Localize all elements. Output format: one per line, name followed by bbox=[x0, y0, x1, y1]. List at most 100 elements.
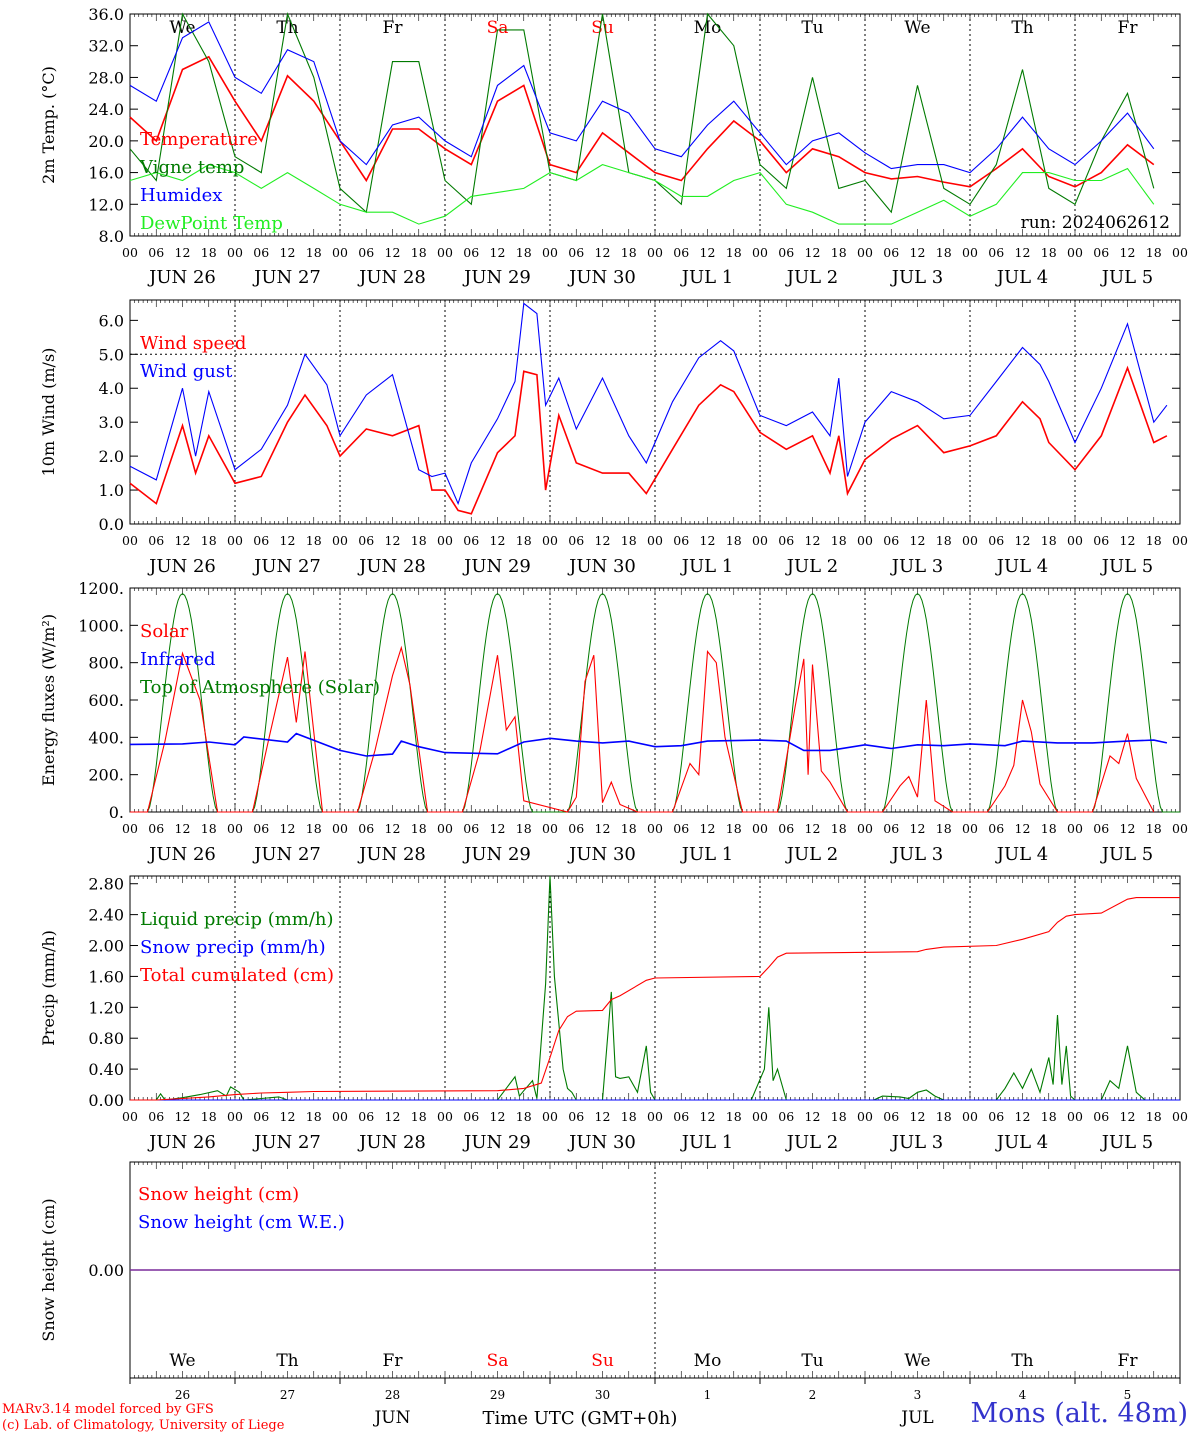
x-hour-label: 06 bbox=[1093, 821, 1109, 836]
x-hour-label: 18 bbox=[726, 1109, 742, 1124]
x-hour-label: 12 bbox=[490, 533, 506, 548]
y-axis-label: 2m Temp. (°C) bbox=[39, 66, 58, 184]
weekday-label: Th bbox=[1011, 18, 1033, 38]
x-hour-label: 18 bbox=[306, 533, 322, 548]
x-hour-label: 12 bbox=[490, 821, 506, 836]
x-hour-label: 06 bbox=[778, 1109, 794, 1124]
x-hour-label: 12 bbox=[175, 245, 191, 260]
x-hour-label: 00 bbox=[1172, 533, 1188, 548]
x-hour-label: 00 bbox=[647, 245, 663, 260]
x-hour-label: 18 bbox=[201, 821, 217, 836]
x-hour-label: 12 bbox=[175, 821, 191, 836]
y-tick-label: 400. bbox=[88, 728, 124, 747]
x-hour-label: 18 bbox=[936, 245, 952, 260]
x-hour-label: 12 bbox=[385, 533, 401, 548]
x-hour-label: 12 bbox=[385, 245, 401, 260]
x-hour-label: 18 bbox=[306, 1109, 322, 1124]
x-hour-label: 06 bbox=[148, 245, 164, 260]
x-hour-label: 06 bbox=[463, 1109, 479, 1124]
x-hour-label: 06 bbox=[253, 1109, 269, 1124]
x-hour-label: 06 bbox=[253, 533, 269, 548]
x-hour-label: 18 bbox=[201, 533, 217, 548]
x-hour-label: 06 bbox=[568, 1109, 584, 1124]
weekday-label: We bbox=[169, 18, 195, 38]
legend-entry: Temperature bbox=[140, 129, 258, 150]
day-number: 26 bbox=[175, 1388, 190, 1402]
x-hour-label: 06 bbox=[568, 821, 584, 836]
x-hour-label: 00 bbox=[1067, 245, 1083, 260]
x-hour-label: 06 bbox=[463, 533, 479, 548]
x-date-label: JUN 28 bbox=[357, 556, 426, 577]
x-date-label: JUL 5 bbox=[1100, 1132, 1154, 1153]
x-hour-label: 06 bbox=[778, 821, 794, 836]
x-hour-label: 00 bbox=[962, 245, 978, 260]
series-line bbox=[130, 875, 1180, 1101]
y-tick-label: 600. bbox=[88, 691, 124, 710]
x-hour-label: 18 bbox=[1041, 533, 1057, 548]
x-hour-label: 00 bbox=[227, 245, 243, 260]
legend-entry: Liquid precip (mm/h) bbox=[140, 909, 334, 930]
x-hour-label: 12 bbox=[490, 245, 506, 260]
x-hour-label: 12 bbox=[910, 821, 926, 836]
x-hour-label: 18 bbox=[621, 1109, 637, 1124]
y-tick-label: 1.60 bbox=[88, 967, 124, 986]
x-date-label: JUN 29 bbox=[462, 556, 531, 577]
x-hour-label: 06 bbox=[1093, 245, 1109, 260]
y-tick-label: 0.80 bbox=[88, 1029, 124, 1048]
weekday-label: Tu bbox=[801, 18, 823, 38]
x-hour-label: 06 bbox=[883, 245, 899, 260]
x-hour-label: 06 bbox=[883, 821, 899, 836]
x-hour-label: 12 bbox=[175, 533, 191, 548]
x-hour-label: 18 bbox=[1146, 1109, 1162, 1124]
y-tick-label: 0.00 bbox=[88, 1261, 124, 1280]
y-tick-label: 20.0 bbox=[88, 132, 124, 151]
x-date-label: JUL 4 bbox=[995, 844, 1049, 865]
x-hour-label: 12 bbox=[1015, 533, 1031, 548]
x-hour-label: 12 bbox=[805, 1109, 821, 1124]
x-hour-label: 06 bbox=[148, 821, 164, 836]
x-hour-label: 18 bbox=[936, 1109, 952, 1124]
x-date-label: JUL 5 bbox=[1100, 556, 1154, 577]
x-hour-label: 18 bbox=[1146, 245, 1162, 260]
legend-entry: Snow precip (mm/h) bbox=[140, 937, 326, 958]
x-hour-label: 00 bbox=[542, 533, 558, 548]
x-date-label: JUL 2 bbox=[785, 1132, 839, 1153]
x-hour-label: 06 bbox=[883, 1109, 899, 1124]
weekday-label: Th bbox=[1011, 1351, 1033, 1371]
day-number: 5 bbox=[1124, 1388, 1132, 1402]
x-date-label: JUN 26 bbox=[147, 556, 216, 577]
x-date-label: JUN 29 bbox=[462, 267, 531, 288]
y-tick-label: 1.20 bbox=[88, 998, 124, 1017]
x-hour-label: 00 bbox=[227, 821, 243, 836]
x-hour-label: 00 bbox=[332, 245, 348, 260]
x-hour-label: 06 bbox=[568, 245, 584, 260]
y-tick-label: 0.0 bbox=[99, 515, 124, 534]
x-hour-label: 12 bbox=[805, 533, 821, 548]
legend-entry: Total cumulated (cm) bbox=[140, 965, 334, 986]
x-date-label: JUL 5 bbox=[1100, 267, 1154, 288]
day-number: 29 bbox=[490, 1388, 505, 1402]
legend-entry: Humidex bbox=[140, 185, 222, 206]
x-date-label: JUL 1 bbox=[680, 1132, 734, 1153]
x-hour-label: 00 bbox=[752, 821, 768, 836]
x-hour-label: 12 bbox=[700, 533, 716, 548]
x-hour-label: 00 bbox=[857, 821, 873, 836]
y-tick-label: 0. bbox=[109, 803, 124, 822]
month-label: JUN bbox=[372, 1408, 410, 1428]
legend-entry: Wind speed bbox=[140, 333, 246, 354]
weekday-label: Sa bbox=[487, 18, 509, 38]
x-hour-label: 12 bbox=[385, 821, 401, 836]
x-hour-label: 18 bbox=[516, 1109, 532, 1124]
x-date-label: JUN 26 bbox=[147, 844, 216, 865]
x-hour-label: 18 bbox=[831, 245, 847, 260]
x-hour-label: 18 bbox=[621, 245, 637, 260]
x-hour-label: 12 bbox=[700, 1109, 716, 1124]
x-date-label: JUL 4 bbox=[995, 556, 1049, 577]
x-hour-label: 06 bbox=[673, 821, 689, 836]
x-date-label: JUL 3 bbox=[890, 844, 944, 865]
legend-entry: Snow height (cm) bbox=[138, 1184, 299, 1205]
x-hour-label: 12 bbox=[595, 245, 611, 260]
x-hour-label: 06 bbox=[568, 533, 584, 548]
x-hour-label: 18 bbox=[1041, 1109, 1057, 1124]
